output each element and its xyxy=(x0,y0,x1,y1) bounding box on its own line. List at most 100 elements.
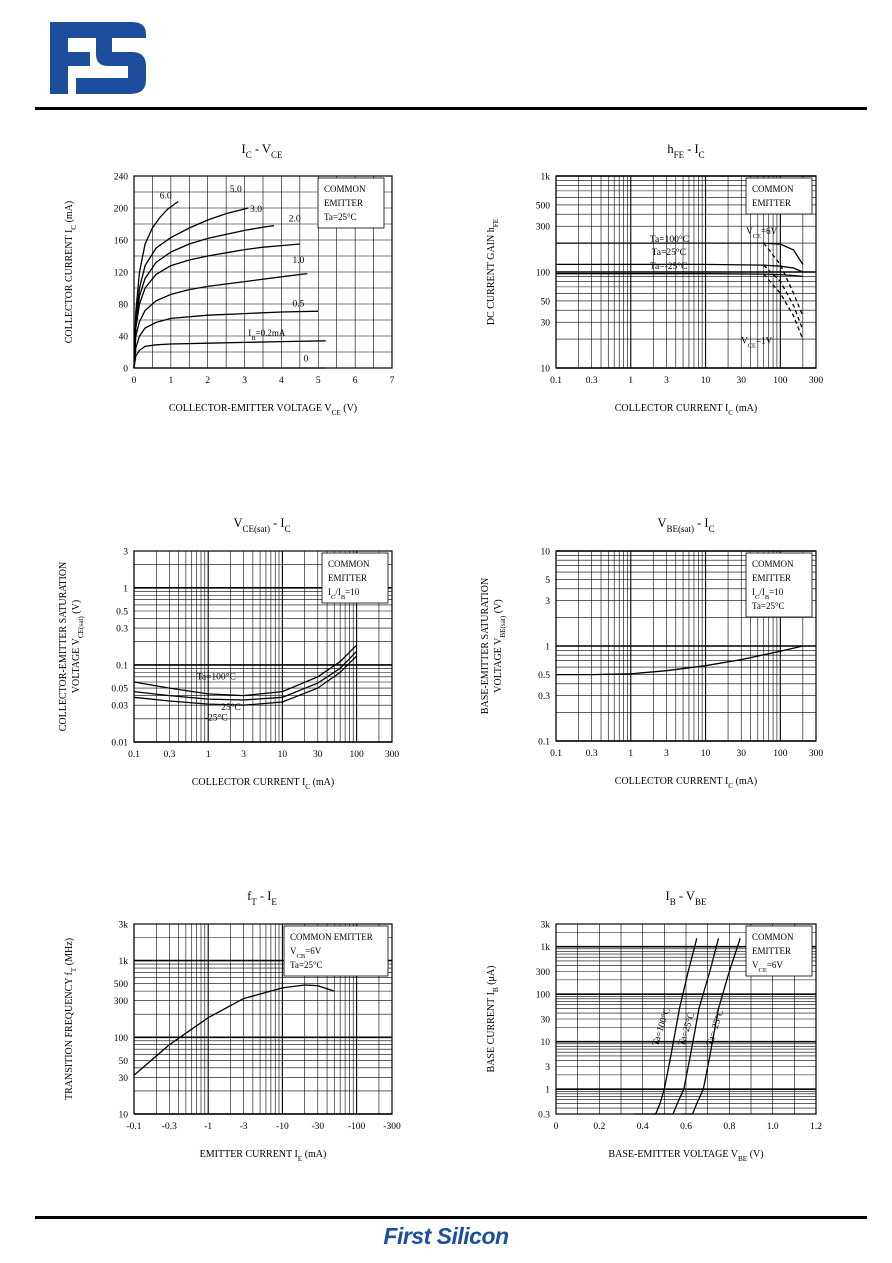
legend-line: IC/IB=10 xyxy=(328,587,360,601)
x-tick-label: 5 xyxy=(316,376,321,386)
series-label: VCE=1V xyxy=(741,335,772,349)
chart-grid xyxy=(133,175,393,369)
legend-line: COMMON xyxy=(752,184,794,194)
y-tick-label: 200 xyxy=(114,205,129,215)
x-tick-label: 0 xyxy=(554,1122,559,1132)
series-line xyxy=(133,272,308,369)
plot-frame xyxy=(555,550,817,742)
x-tick-label: 3 xyxy=(664,749,669,759)
x-tick-label: 1 xyxy=(628,376,633,386)
y-tick-label: 100 xyxy=(536,269,551,279)
chart-title: VCE(sat) - IC xyxy=(233,516,290,534)
y-tick-label: 40 xyxy=(119,333,129,343)
legend-frame xyxy=(745,925,813,977)
y-tick-label: 1k xyxy=(541,943,551,953)
chart-ib-vbe: 0 0.2 0.4 0.6 0.8 1.0 1.2 0.3 1 3 10 30 100 300 1k 3k IB… xyxy=(486,889,822,1163)
y-tick-label: 30 xyxy=(119,1074,129,1084)
legend-box: COMMON EMITTER xyxy=(745,177,813,215)
y-tick-label: 5 xyxy=(545,576,550,586)
legend-box: COMMON EMITTER IC/IB=10 xyxy=(321,552,389,604)
series-line xyxy=(133,984,335,1076)
x-tick-label: 0.6 xyxy=(680,1122,692,1132)
y-tick-label: 1k xyxy=(541,173,551,183)
legend-line: Ta=25°C xyxy=(752,601,785,611)
y-tick-label: 500 xyxy=(114,980,129,990)
x-tick-label: -3 xyxy=(240,1122,248,1132)
y-tick-label: 100 xyxy=(536,991,551,1001)
chart-title: fT - IE xyxy=(247,889,277,907)
legend-line: EMITTER xyxy=(752,946,791,956)
x-axis-label: COLLECTOR CURRENT IC (mA) xyxy=(192,777,335,791)
x-tick-label: 100 xyxy=(773,376,788,386)
y-tick-label: 10 xyxy=(541,365,551,375)
plot-frame xyxy=(133,550,393,743)
x-tick-label: 10 xyxy=(278,750,288,760)
x-tick-label: 3 xyxy=(664,376,669,386)
y-tick-label: 10 xyxy=(541,1038,551,1048)
y-tick-label: 0 xyxy=(123,365,128,375)
series-label: 0 xyxy=(304,355,309,365)
x-tick-label: 0 xyxy=(132,376,137,386)
series-label: -25°C xyxy=(205,713,228,724)
y-tick-label: 300 xyxy=(114,997,129,1007)
y-axis-label: TRANSITION FREQUENCY fT (MHz) xyxy=(64,938,78,1100)
legend-frame xyxy=(745,552,813,618)
y-tick-label: 0.3 xyxy=(538,1111,550,1121)
y-tick-label: 10 xyxy=(541,548,551,558)
y-tick-label: 300 xyxy=(536,223,551,233)
series-label: VCE=6V xyxy=(746,226,777,240)
x-tick-label: 0.1 xyxy=(550,376,562,386)
series-label: Ta=100°C xyxy=(197,671,236,682)
plot-frame xyxy=(555,175,817,369)
legend-line: EMITTER xyxy=(324,198,363,208)
chart-hfe-ic: 0.1 0.3 1 3 10 30 100 300 10 30 50 100 300 500 1k hFE -… xyxy=(486,142,823,417)
chart-title: IC - VCE xyxy=(242,142,283,160)
series-line xyxy=(133,201,179,369)
x-tick-label: 1 xyxy=(168,376,173,386)
y-axis-label: VOLTAGE VBE(sat) (V) xyxy=(493,599,507,692)
series-line xyxy=(133,224,275,369)
chart-title: IB - VBE xyxy=(666,889,707,907)
series-label: IB=0.2mA xyxy=(248,328,286,342)
x-tick-label: 7 xyxy=(390,376,395,386)
chart-ft-ie: -0.1 -0.3 -1 -3 -10 -30 -100 -300 10 30 50 100 300 50… xyxy=(64,889,401,1163)
legend-line: Ta=25°C xyxy=(290,960,323,970)
x-axis-label: COLLECTOR-EMITTER VOLTAGE VCE (V) xyxy=(169,403,357,417)
series-line xyxy=(133,650,358,701)
series-line xyxy=(133,207,249,369)
x-axis-label: COLLECTOR CURRENT IC (mA) xyxy=(615,776,758,790)
y-axis-label: BASE-EMITTER SATURATION xyxy=(480,578,491,714)
x-tick-label: -0.1 xyxy=(126,1122,141,1132)
x-tick-label: 0.8 xyxy=(723,1122,735,1132)
x-tick-label: 10 xyxy=(701,376,711,386)
x-tick-label: 0.1 xyxy=(128,750,140,760)
y-tick-label: 3 xyxy=(545,1063,550,1073)
x-tick-label: 30 xyxy=(736,376,746,386)
y-tick-label: 30 xyxy=(541,1016,551,1026)
chart-ic-vce: 0 1 2 3 4 5 6 7 0 40 80 120 160 200 240 IC - VCE COLLECT… xyxy=(64,142,395,417)
x-tick-label: 100 xyxy=(349,750,364,760)
chart-title: hFE - IC xyxy=(667,142,704,160)
y-tick-label: 500 xyxy=(536,201,551,211)
legend-line: COMMON xyxy=(328,559,370,569)
legend-line: VCB=6V xyxy=(290,946,322,960)
chart-title: VBE(sat) - IC xyxy=(657,516,714,534)
series-line xyxy=(133,243,300,369)
x-tick-label: 6 xyxy=(353,376,358,386)
first-silicon-logo xyxy=(50,22,146,94)
header-rule xyxy=(35,107,867,110)
legend-frame xyxy=(317,177,385,229)
x-tick-label: 4 xyxy=(279,376,284,386)
x-axis-label: EMITTER CURRENT IE (mA) xyxy=(200,1149,327,1163)
x-tick-label: 1.0 xyxy=(767,1122,779,1132)
x-tick-label: 10 xyxy=(701,749,711,759)
x-tick-label: -300 xyxy=(383,1122,401,1132)
y-axis-label: COLLECTOR CURRENT IC (mA) xyxy=(64,201,78,344)
series-line xyxy=(763,273,804,340)
x-tick-label: 30 xyxy=(313,750,323,760)
y-tick-label: 3k xyxy=(119,921,129,931)
x-tick-label: 30 xyxy=(736,749,746,759)
y-tick-label: 0.3 xyxy=(116,625,128,635)
legend-line: EMITTER xyxy=(328,573,367,583)
